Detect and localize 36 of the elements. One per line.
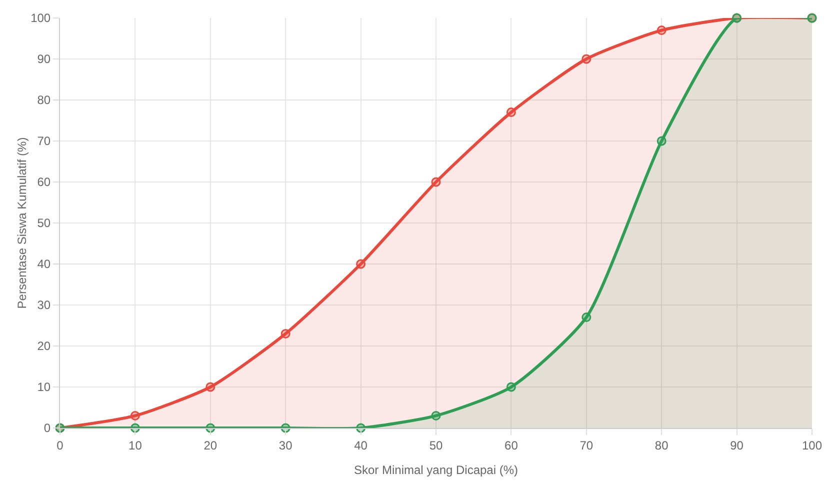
x-tick-label: 80 [654, 438, 669, 452]
y-tick-label: 40 [37, 257, 51, 272]
y-tick-label: 50 [37, 216, 51, 230]
x-tick-label: 40 [354, 438, 368, 452]
point [506, 108, 516, 118]
x-axis-title: Skor Minimal yang Dicapai (%) [354, 463, 518, 477]
point [356, 259, 366, 269]
point [582, 54, 592, 64]
x-tick-label: 100 [802, 438, 822, 452]
y-tick-label: 90 [37, 52, 51, 66]
point [656, 136, 666, 146]
point [206, 382, 216, 392]
x-tick-label: 90 [730, 438, 744, 452]
x-tick-label: 20 [204, 438, 218, 452]
y-tick-label: 100 [30, 11, 51, 26]
x-tick-label: 60 [504, 438, 518, 452]
x-tick-label: 0 [56, 438, 64, 452]
x-tick-label: 70 [580, 438, 594, 452]
x-tick-label: 30 [278, 438, 293, 452]
x-tick-label: 10 [128, 438, 142, 452]
y-tick-label: 20 [37, 339, 51, 354]
point [506, 382, 516, 392]
y-axis-title: Persentase Siswa Kumulatif (%) [15, 137, 29, 309]
point [431, 410, 441, 420]
point [582, 312, 592, 322]
y-tick-label: 30 [37, 298, 51, 312]
point [656, 26, 666, 36]
y-tick-label: 0 [44, 421, 51, 436]
point [280, 328, 290, 338]
y-tick-label: 60 [37, 175, 51, 190]
x-tick-label: 50 [429, 438, 443, 452]
y-tick-label: 80 [37, 93, 51, 108]
y-tick-label: 70 [37, 134, 51, 148]
point [431, 177, 441, 187]
point [130, 410, 140, 420]
y-tick-label: 10 [37, 380, 51, 394]
